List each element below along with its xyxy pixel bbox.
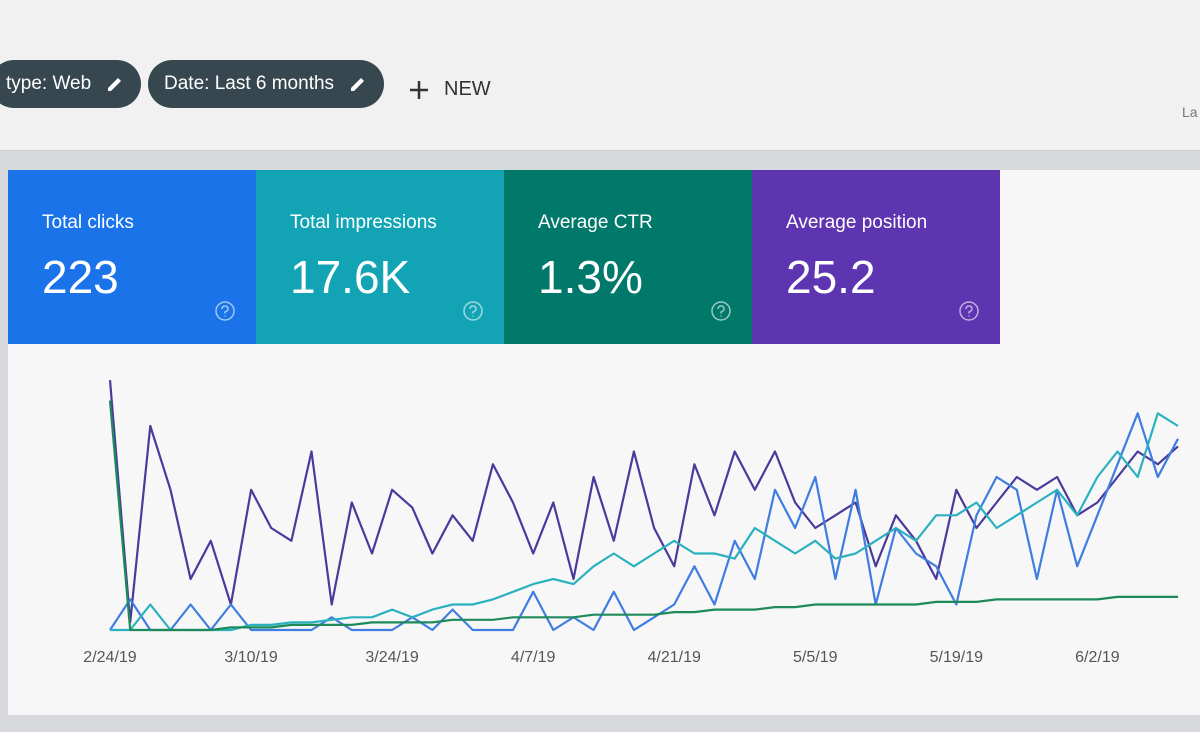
toolbar-text: La bbox=[1182, 104, 1198, 120]
help-icon[interactable] bbox=[214, 300, 236, 322]
help-circle bbox=[711, 301, 731, 321]
toolbar: type: Web Date: Last 6 months NEW La bbox=[0, 0, 1200, 151]
x-tick-label: 3/24/19 bbox=[365, 649, 418, 666]
x-tick-label: 4/21/19 bbox=[648, 649, 701, 666]
metric-title: Average CTR bbox=[538, 212, 653, 233]
help-icon[interactable] bbox=[958, 300, 980, 322]
x-tick-label: 2/24/19 bbox=[83, 649, 136, 666]
series-line bbox=[109, 412, 1179, 632]
metric-value: 1.3% bbox=[538, 251, 643, 303]
x-tick-label: 5/5/19 bbox=[793, 649, 838, 666]
help-circle bbox=[215, 301, 235, 321]
metric-value: 25.2 bbox=[786, 251, 876, 303]
new-button[interactable]: NEW bbox=[408, 78, 491, 101]
series-line bbox=[110, 412, 1179, 632]
chip-label: Date: Last 6 months bbox=[164, 73, 335, 94]
x-tick-label: 4/7/19 bbox=[511, 649, 556, 666]
metric-card[interactable]: Total clicks 223 bbox=[8, 170, 256, 344]
metric-card[interactable]: Total impressions 17.6K bbox=[256, 170, 504, 344]
series-line bbox=[108, 380, 1179, 624]
help-mark bbox=[965, 305, 973, 317]
metric-card[interactable]: Average CTR 1.3% bbox=[504, 170, 752, 344]
metric-value: 17.6K bbox=[290, 251, 411, 303]
edit-icon bbox=[351, 78, 365, 91]
metric-title: Total clicks bbox=[42, 212, 134, 233]
plus-icon bbox=[410, 80, 428, 99]
help-mark bbox=[717, 305, 725, 317]
metric-card[interactable]: Average position 25.2 bbox=[752, 170, 1000, 344]
chart: 2/24/19 3/10/19 3/24/19 4/7/19 4/21/19 5/5/19… bbox=[83, 380, 1179, 666]
x-tick-label: 6/2/19 bbox=[1075, 649, 1120, 666]
help-mark bbox=[221, 305, 229, 317]
help-circle bbox=[463, 301, 483, 321]
filter-chip[interactable]: type: Web bbox=[0, 60, 142, 108]
help-mark bbox=[469, 305, 477, 317]
performance-panel: Total clicks 223 Total impressions 17.6K Ave… bbox=[8, 170, 1200, 715]
help-circle bbox=[959, 301, 979, 321]
help-icon[interactable] bbox=[462, 300, 484, 322]
metric-value: 223 bbox=[42, 251, 119, 303]
metric-title: Average position bbox=[786, 212, 928, 233]
help-icon[interactable] bbox=[710, 300, 732, 322]
x-tick-label: 5/19/19 bbox=[930, 649, 983, 666]
series-line bbox=[108, 400, 1178, 632]
metric-title: Total impressions bbox=[290, 212, 437, 233]
x-tick-label: 3/10/19 bbox=[224, 649, 277, 666]
filter-chip[interactable]: Date: Last 6 months bbox=[148, 60, 385, 108]
new-label: NEW bbox=[444, 78, 491, 100]
edit-icon bbox=[108, 78, 122, 91]
chip-label: type: Web bbox=[6, 73, 92, 94]
